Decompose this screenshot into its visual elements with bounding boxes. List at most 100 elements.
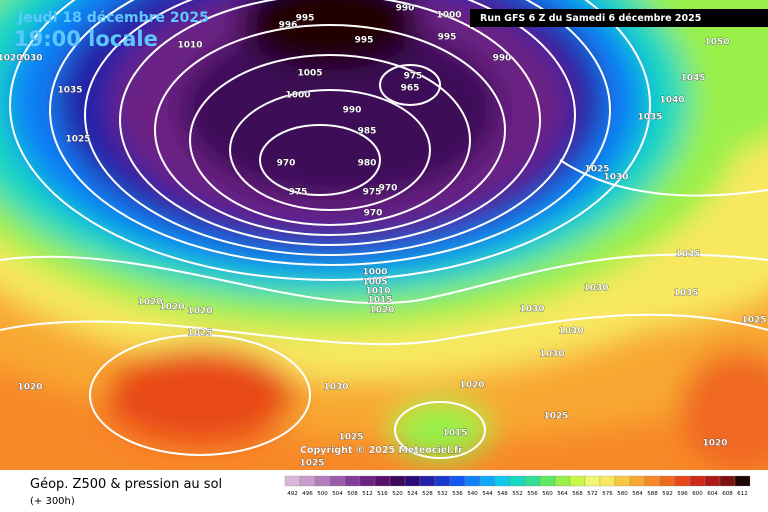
isobar-label: 1030 [539, 350, 564, 360]
legend-swatch [734, 475, 751, 487]
isobar-label: 1025 [65, 135, 90, 145]
isobar-label: 990 [396, 4, 415, 14]
isobar-label: 1005 [297, 69, 322, 79]
isobar-label: 1035 [637, 113, 662, 123]
isobar-label: 975 [363, 188, 382, 198]
legend-swatch [614, 475, 631, 487]
legend-label: 592 [662, 491, 673, 497]
legend-swatch [644, 475, 661, 487]
legend-swatch [659, 475, 676, 487]
legend-swatch [314, 475, 331, 487]
isobar-label: 1020 [0, 54, 23, 64]
legend-swatch [374, 475, 391, 487]
isobar-label: 1030 [603, 173, 628, 183]
isobar-label: 1025 [543, 412, 568, 422]
isobar-label: 996 [279, 21, 298, 31]
isobar-label: 1025 [338, 433, 363, 443]
legend-swatch [719, 475, 736, 487]
isobar-label: 1005 [362, 278, 387, 288]
isobar-label: 1040 [659, 96, 684, 106]
legend-swatch [404, 475, 421, 487]
isobar-label: 1015 [442, 429, 467, 439]
legend-swatch [524, 475, 541, 487]
isobar-label: 1030 [519, 305, 544, 315]
isobar-label: 1025 [299, 459, 324, 469]
isobar-label: 975 [404, 72, 423, 82]
isobar-label: 1030 [323, 383, 348, 393]
isobar-label: 1000 [436, 11, 461, 21]
footer-lead: (+ 300h) [30, 496, 75, 507]
isobar-label: 1020 [187, 307, 212, 317]
legend-swatch [584, 475, 601, 487]
isobar-label: 1000 [285, 91, 310, 101]
isobar-label: 1010 [177, 41, 202, 51]
legend-label: 564 [557, 491, 568, 497]
isobars [0, 0, 768, 459]
legend-swatch [419, 475, 436, 487]
legend-label: 604 [707, 491, 718, 497]
legend-label: 588 [647, 491, 658, 497]
isobar-label: 1050 [704, 38, 729, 48]
isobar-label: 1035 [57, 86, 82, 96]
isobar-label: 1030 [583, 284, 608, 294]
run-info: Run GFS 6 Z du Samedi 6 décembre 2025 [480, 13, 701, 24]
isobar-label: 1025 [584, 165, 609, 175]
time: 19:00 locale [14, 27, 158, 51]
isobar-label: 1030 [558, 327, 583, 337]
isobar-label: 1020 [369, 306, 394, 316]
isobar-label: 995 [355, 36, 374, 46]
isobar-label: 990 [343, 106, 362, 116]
isobar-label: 1010 [365, 287, 390, 297]
legend-label: 532 [437, 491, 448, 497]
isobar-label: 980 [358, 159, 377, 169]
isobar-label: 995 [438, 33, 457, 43]
legend-swatch [434, 475, 451, 487]
isobar-label: 1020 [159, 303, 184, 313]
isobar-label: 1000 [362, 268, 387, 278]
legend-swatch [359, 475, 376, 487]
legend-label: 492 [287, 491, 298, 497]
isobar-label: 990 [493, 54, 512, 64]
isobar-label: 1015 [367, 296, 392, 306]
isobar-label: 1020 [17, 383, 42, 393]
legend-label: 556 [527, 491, 538, 497]
legend-label: 584 [632, 491, 643, 497]
date: Jeudi 18 décembre 2025 [17, 10, 209, 26]
legend-label: 608 [722, 491, 733, 497]
isobar-label: 1025 [741, 316, 766, 326]
footer-title: Géop. Z500 & pression au sol [30, 477, 222, 492]
legend-swatch [599, 475, 616, 487]
legend-label: 596 [677, 491, 688, 497]
isobar-label: 995 [296, 14, 315, 24]
legend-swatch [539, 475, 556, 487]
legend-label: 520 [392, 491, 403, 497]
isobar-label: 1045 [680, 74, 705, 84]
legend-label: 544 [482, 491, 493, 497]
legend-label: 600 [692, 491, 703, 497]
legend-swatch [554, 475, 571, 487]
isobar-label: 1020 [459, 381, 484, 391]
legend-swatch [344, 475, 361, 487]
legend-swatch [329, 475, 346, 487]
legend-label: 576 [602, 491, 613, 497]
isobar-label: 1020 [137, 298, 162, 308]
isobar-labels: 9959901000995990105010451040103599510051… [0, 3, 767, 469]
legend-label: 536 [452, 491, 463, 497]
map-field [0, 0, 768, 470]
legend-swatch [689, 475, 706, 487]
isobar-label: 1035 [673, 289, 698, 299]
run-box [470, 9, 768, 27]
legend-label: 516 [377, 491, 388, 497]
isobar-label: 1020 [702, 439, 727, 449]
isobar-label: 970 [364, 209, 383, 219]
legend-swatch [479, 475, 496, 487]
copyright: Copyright © 2025 Meteociel.fr [300, 445, 463, 456]
legend-label: 508 [347, 491, 358, 497]
isobar-label: 985 [358, 127, 377, 137]
legend-swatch [629, 475, 646, 487]
isobar-label: 1035 [675, 250, 700, 260]
legend-label: 512 [362, 491, 373, 497]
legend-label: 580 [617, 491, 628, 497]
